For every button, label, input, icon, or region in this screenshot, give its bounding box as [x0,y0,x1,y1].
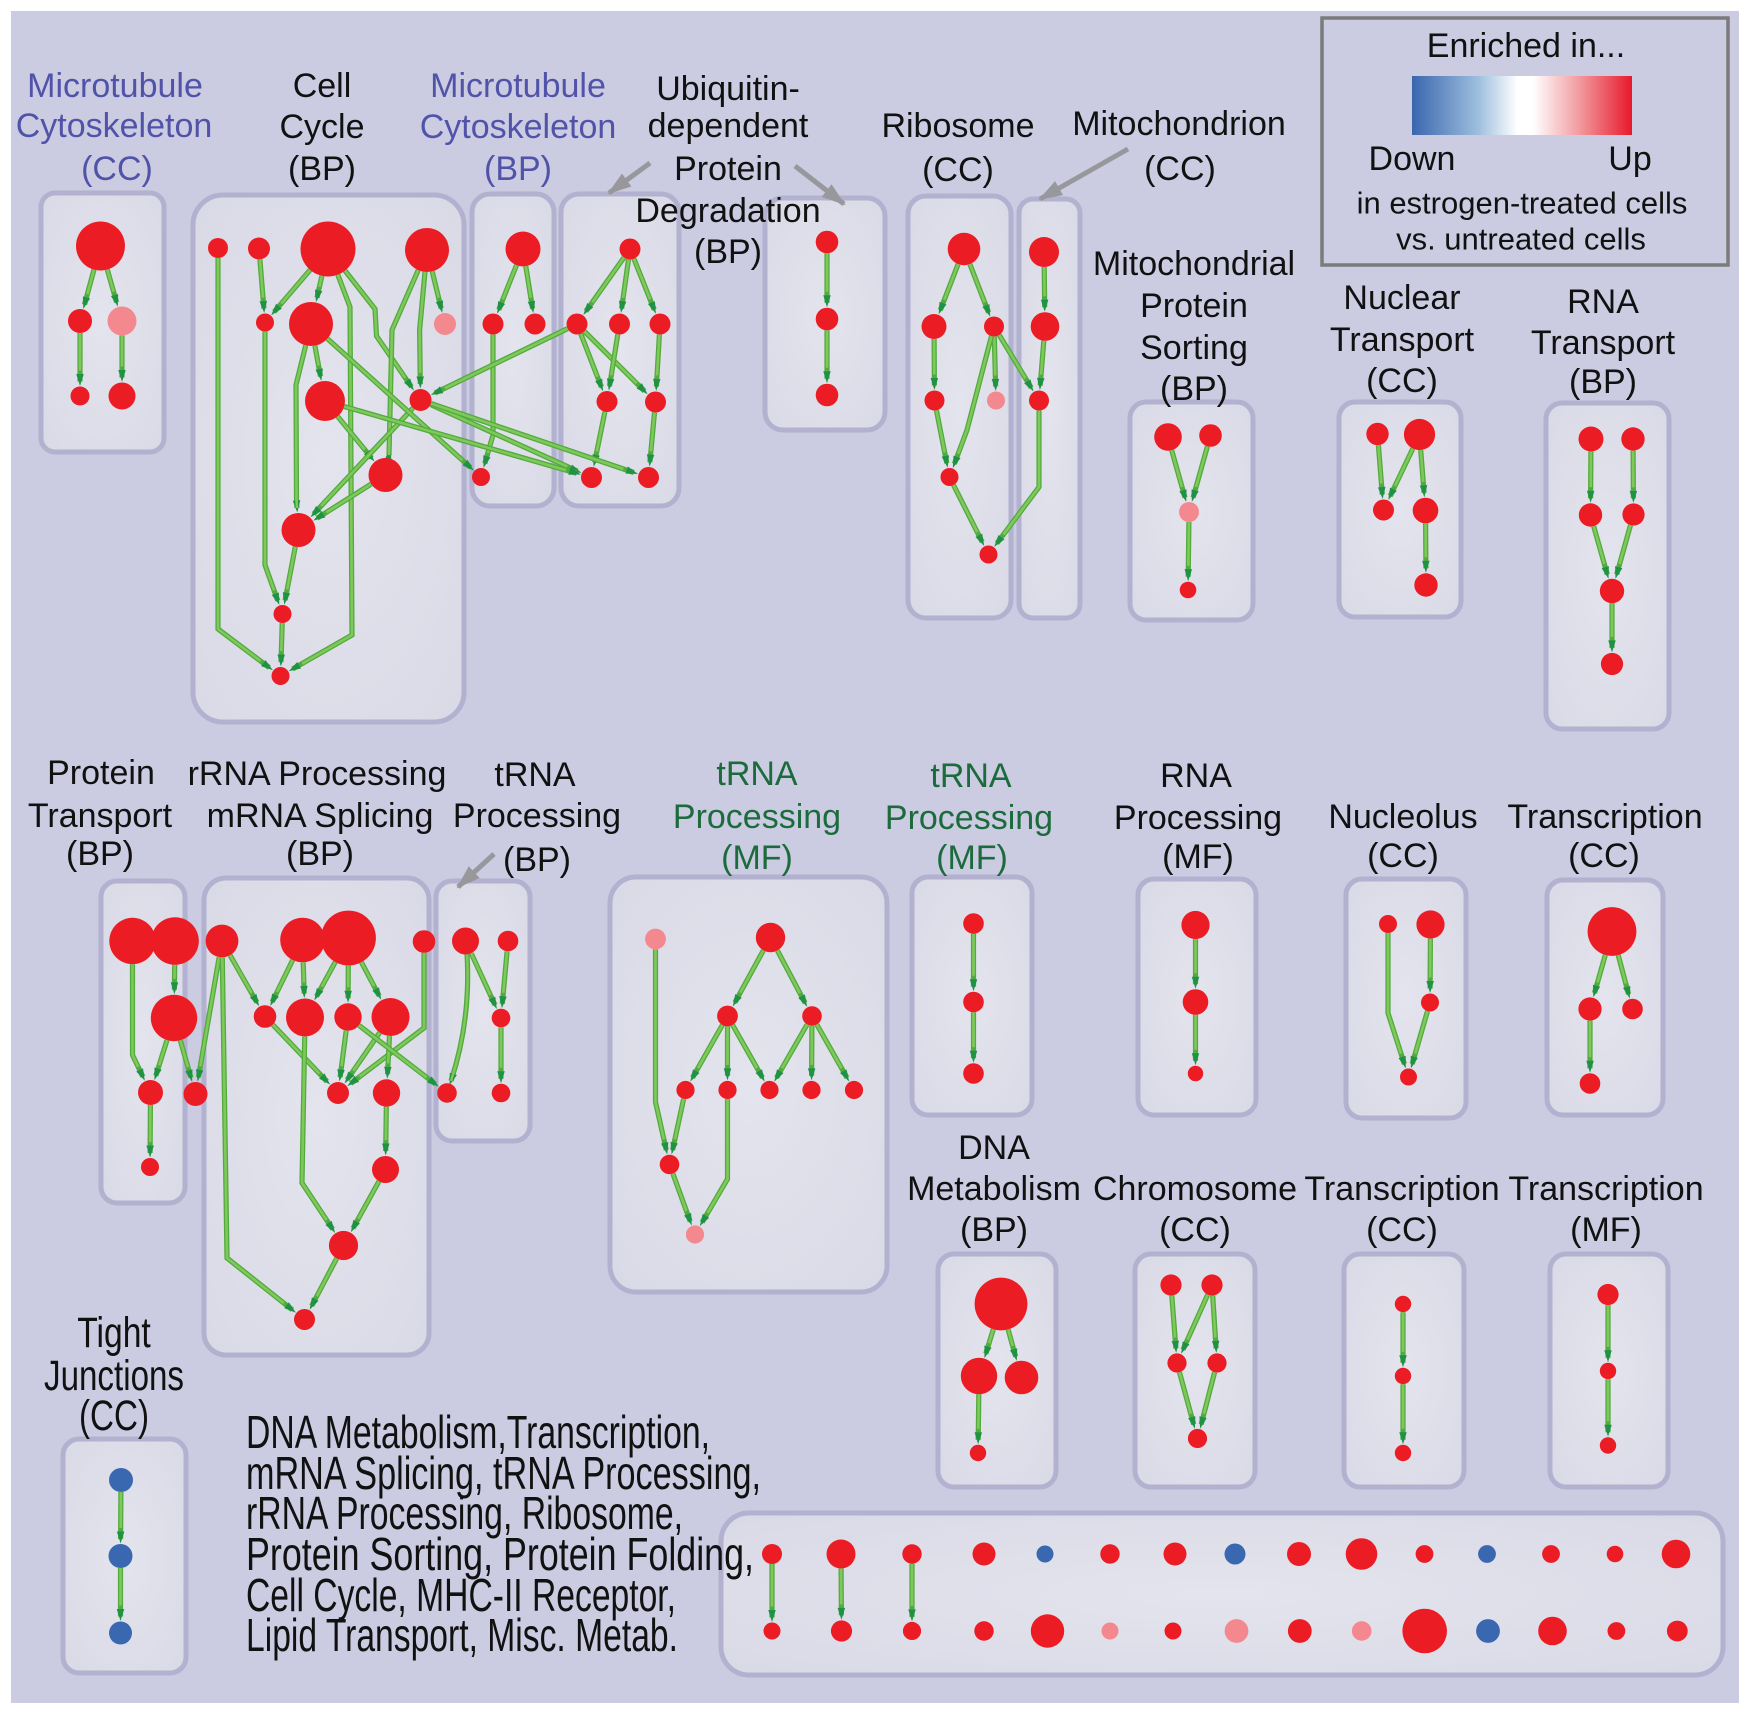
svg-text:mRNA Splicing: mRNA Splicing [207,797,434,835]
svg-text:Nucleolus: Nucleolus [1328,798,1477,836]
svg-text:tRNA: tRNA [716,755,798,793]
svg-text:Nuclear: Nuclear [1343,279,1460,317]
svg-text:(BP): (BP) [66,835,134,873]
svg-text:rRNA Processing, Ribosome,: rRNA Processing, Ribosome, [246,1487,683,1539]
svg-text:tRNA: tRNA [930,757,1012,795]
svg-text:Ubiquitin-: Ubiquitin- [656,70,800,108]
svg-text:Transcription: Transcription [1507,798,1702,836]
svg-text:in estrogen-treated cells: in estrogen-treated cells [1357,186,1688,221]
svg-text:(BP): (BP) [484,150,552,188]
svg-text:(CC): (CC) [81,150,153,188]
svg-text:(CC): (CC) [1568,837,1640,875]
svg-text:Transport: Transport [1531,324,1676,362]
svg-text:Processing: Processing [1114,799,1282,837]
svg-text:Down: Down [1369,140,1456,178]
svg-text:(BP): (BP) [1160,370,1228,408]
svg-text:vs. untreated cells: vs. untreated cells [1396,222,1646,257]
svg-text:Processing: Processing [453,797,621,835]
svg-text:(BP): (BP) [694,233,762,271]
svg-text:Mitochondrial: Mitochondrial [1093,245,1295,283]
svg-text:(CC): (CC) [1144,150,1216,188]
svg-text:(CC): (CC) [1366,362,1438,400]
svg-text:Processing: Processing [885,799,1053,837]
svg-text:(MF): (MF) [721,839,793,877]
svg-text:Protein: Protein [674,150,782,188]
svg-text:(CC): (CC) [922,151,994,189]
svg-text:Microtubule: Microtubule [430,67,606,105]
svg-text:mRNA Splicing, tRNA Processing: mRNA Splicing, tRNA Processing, [246,1447,761,1499]
svg-text:Metabolism: Metabolism [907,1170,1081,1208]
svg-text:DNA Metabolism,Transcription,: DNA Metabolism,Transcription, [246,1406,710,1458]
svg-text:dependent: dependent [648,107,809,145]
svg-text:(CC): (CC) [1366,1211,1438,1249]
svg-text:Junctions: Junctions [44,1352,184,1400]
svg-text:Transcription: Transcription [1304,1170,1499,1208]
svg-text:Tight: Tight [77,1309,151,1357]
svg-text:rRNA Processing: rRNA Processing [188,755,447,793]
svg-text:(CC): (CC) [1367,837,1439,875]
svg-text:Enriched in...: Enriched in... [1427,27,1625,65]
svg-text:Ribosome: Ribosome [881,107,1034,145]
svg-text:(BP): (BP) [960,1211,1028,1249]
svg-text:(CC): (CC) [1159,1211,1231,1249]
svg-text:Protein: Protein [47,754,155,792]
svg-text:Protein Sorting, Protein Foldi: Protein Sorting, Protein Folding, [246,1528,754,1580]
svg-text:Lipid Transport, Misc. Metab.: Lipid Transport, Misc. Metab. [246,1609,678,1661]
svg-text:Mitochondrion: Mitochondrion [1072,105,1286,143]
svg-text:Microtubule: Microtubule [27,67,203,105]
svg-text:(CC): (CC) [79,1392,149,1440]
svg-text:Sorting: Sorting [1140,329,1248,367]
svg-text:Cell Cycle, MHC-II Receptor,: Cell Cycle, MHC-II Receptor, [246,1569,676,1621]
svg-text:Cycle: Cycle [279,108,364,146]
svg-text:(MF): (MF) [1570,1211,1642,1249]
svg-text:tRNA: tRNA [494,756,576,794]
svg-text:(BP): (BP) [286,835,354,873]
svg-text:Transcription: Transcription [1508,1170,1703,1208]
svg-text:Processing: Processing [673,798,841,836]
svg-text:Protein: Protein [1140,287,1248,325]
svg-text:(BP): (BP) [288,150,356,188]
svg-text:(MF): (MF) [936,839,1008,877]
svg-text:DNA: DNA [958,1129,1030,1167]
svg-text:Transport: Transport [28,797,173,835]
svg-text:RNA: RNA [1160,757,1232,795]
svg-text:Cytoskeleton: Cytoskeleton [16,107,213,145]
svg-text:RNA: RNA [1567,283,1639,321]
svg-text:Transport: Transport [1330,321,1475,359]
svg-text:(MF): (MF) [1162,838,1234,876]
svg-text:(BP): (BP) [1569,363,1637,401]
svg-text:Chromosome: Chromosome [1093,1170,1297,1208]
svg-text:Cytoskeleton: Cytoskeleton [420,108,617,146]
svg-text:Cell: Cell [293,67,352,105]
svg-text:(BP): (BP) [503,841,571,879]
svg-text:Degradation: Degradation [635,192,820,230]
svg-text:Up: Up [1608,140,1651,178]
